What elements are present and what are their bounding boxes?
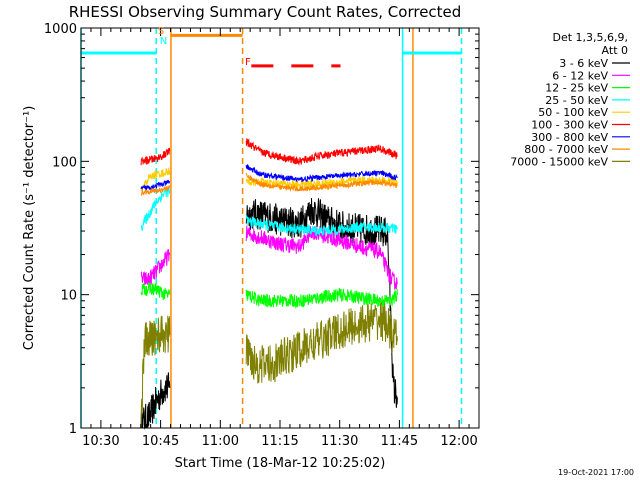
legend-label-50-100-keV: 50 - 100 keV [538, 106, 608, 119]
chart-title: RHESSI Observing Summary Count Rates, Co… [69, 3, 462, 21]
y-tick-label-1: 10 [60, 289, 77, 304]
series-layer [140, 138, 398, 430]
series-300-800-keV [140, 164, 398, 191]
annotation-s: S [158, 26, 164, 37]
y-tick-label-0: 1 [69, 422, 77, 437]
series-3-6-keV [140, 198, 398, 430]
x-tick-label-0: 10:30 [82, 434, 119, 449]
y-tick-label-2: 100 [52, 155, 77, 170]
footer-date: 19-Oct-2021 17:00 [558, 468, 634, 477]
series-800-7000-keV [140, 172, 398, 197]
legend-label-6-12-keV: 6 - 12 keV [552, 69, 608, 82]
series-25-50-keV [140, 186, 398, 237]
plot-lines [80, 28, 463, 428]
annotation-n: N [160, 36, 167, 47]
axis-ticks: 10:30 10:45 11:00 11:15 11:30 11:45 12:00 1 10 10… [44, 22, 479, 449]
series-100-300-keV [140, 138, 398, 166]
legend-label-7000-15000-keV: 7000 - 15000 keV [510, 155, 608, 168]
x-tick-label-3: 11:15 [261, 434, 298, 449]
plot-annotations: SN F [158, 26, 251, 68]
series-6-12-keV [140, 225, 398, 290]
legend-label-800-7000-keV: 800 - 7000 keV [524, 143, 608, 156]
x-tick-label-5: 11:45 [381, 434, 418, 449]
series-12-25-keV [140, 281, 398, 309]
x-axis-label: Start Time (18-Mar-12 10:25:02) [175, 456, 386, 471]
x-tick-label-4: 11:30 [321, 434, 358, 449]
y-tick-label-3: 1000 [44, 22, 77, 37]
legend-label-100-300-keV: 100 - 300 keV [531, 119, 608, 132]
legend-header-line-1: Det 1,3,5,6,9, [552, 31, 628, 44]
legend-header-line-2: Att 0 [602, 44, 628, 57]
legend-label-25-50-keV: 25 - 50 keV [545, 94, 608, 107]
x-tick-label-1: 10:45 [142, 434, 179, 449]
series-7000-15000-keV [140, 302, 398, 429]
legend-label-12-25-keV: 12 - 25 keV [545, 82, 608, 95]
legend-label-300-800-keV: 300 - 800 keV [531, 131, 608, 144]
x-tick-label-6: 12:00 [440, 434, 477, 449]
y-axis-label: Corrected Count Rate (s⁻¹ detector⁻¹) [22, 106, 37, 351]
x-tick-label-2: 11:00 [202, 434, 239, 449]
legend-label-3-6-keV: 3 - 6 keV [559, 57, 608, 70]
annotation-f: F [245, 57, 251, 68]
